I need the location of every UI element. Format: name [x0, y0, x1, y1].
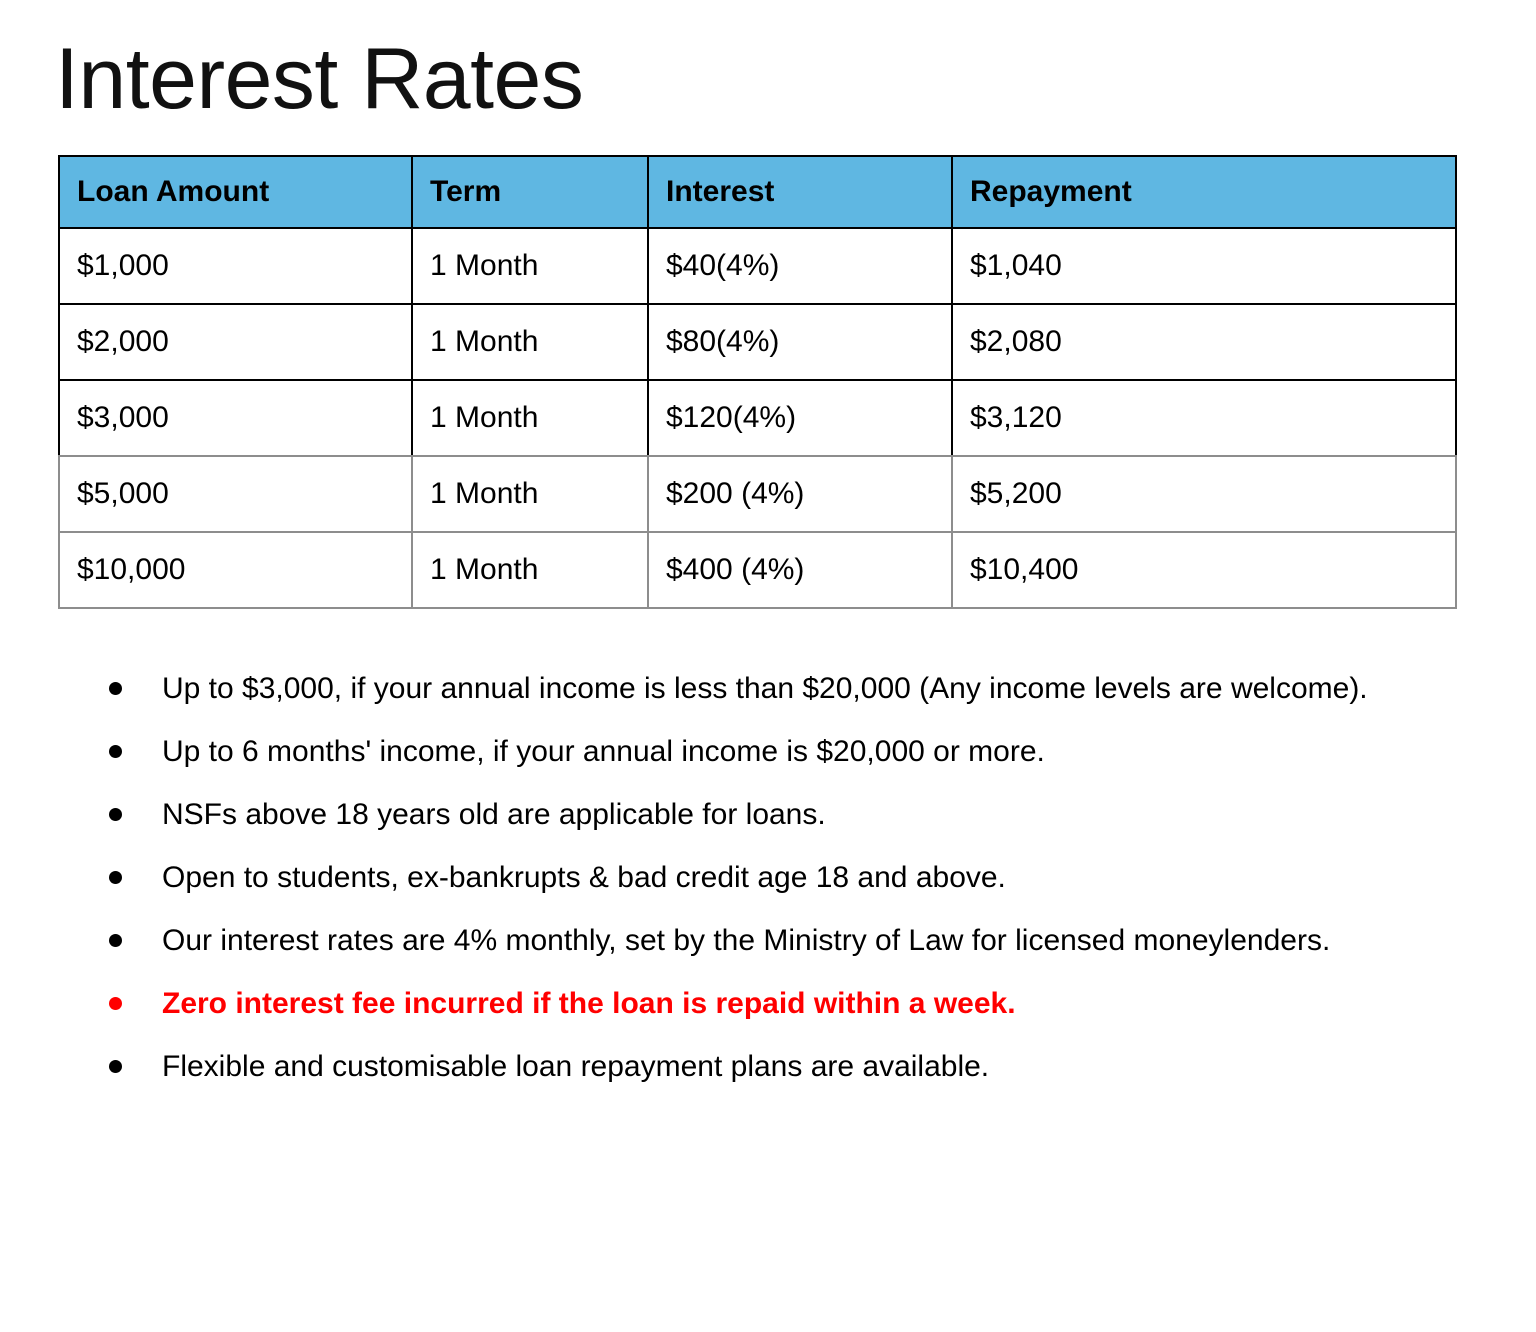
cell-term: 1 Month [411, 455, 649, 533]
cell-loan-amount: $1,000 [58, 227, 413, 305]
bullet-dot-icon [109, 745, 122, 758]
cell-interest: $120(4%) [647, 379, 953, 457]
cell-loan-amount: $2,000 [58, 303, 413, 381]
list-item: Up to $3,000, if your annual income is l… [104, 657, 1472, 720]
cell-loan-amount: $5,000 [58, 455, 413, 533]
table-row: $3,000 1 Month $120(4%) $3,120 [58, 379, 1457, 457]
bullet-dot-icon [109, 997, 122, 1010]
bullet-dot-icon [109, 934, 122, 947]
interest-rates-table: Loan Amount Term Interest Repayment $1,0… [58, 155, 1457, 609]
table-row: $2,000 1 Month $80(4%) $2,080 [58, 303, 1457, 381]
list-item-text: Zero interest fee incurred if the loan i… [162, 987, 1016, 1020]
cell-interest: $200 (4%) [647, 455, 953, 533]
column-header-repayment: Repayment [951, 155, 1457, 229]
list-item-zero-interest-highlight: Zero interest fee incurred if the loan i… [104, 972, 1472, 1035]
list-item-text: Our interest rates are 4% monthly, set b… [162, 924, 1331, 957]
cell-term: 1 Month [411, 379, 649, 457]
table-row: $10,000 1 Month $400 (4%) $10,400 [58, 531, 1457, 609]
list-item: Flexible and customisable loan repayment… [104, 1035, 1472, 1098]
cell-repayment: $2,080 [951, 303, 1457, 381]
table-row: $5,000 1 Month $200 (4%) $5,200 [58, 455, 1457, 533]
page-title: Interest Rates [55, 31, 584, 127]
cell-term: 1 Month [411, 303, 649, 381]
list-item-text: Flexible and customisable loan repayment… [162, 1050, 990, 1083]
cell-interest: $40(4%) [647, 227, 953, 305]
bullet-dot-icon [109, 1060, 122, 1073]
cell-interest: $400 (4%) [647, 531, 953, 609]
list-item: Open to students, ex-bankrupts & bad cre… [104, 846, 1472, 909]
bullet-dot-icon [109, 808, 122, 821]
bullet-dot-icon [109, 682, 122, 695]
cell-repayment: $1,040 [951, 227, 1457, 305]
cell-loan-amount: $10,000 [58, 531, 413, 609]
cell-interest: $80(4%) [647, 303, 953, 381]
column-header-loan-amount: Loan Amount [58, 155, 413, 229]
list-item: Our interest rates are 4% monthly, set b… [104, 909, 1472, 972]
table-row: $1,000 1 Month $40(4%) $1,040 [58, 227, 1457, 305]
bullet-dot-icon [109, 871, 122, 884]
cell-term: 1 Month [411, 531, 649, 609]
list-item-text: NSFs above 18 years old are applicable f… [162, 798, 826, 831]
list-item-text: Open to students, ex-bankrupts & bad cre… [162, 861, 1006, 894]
cell-term: 1 Month [411, 227, 649, 305]
cell-loan-amount: $3,000 [58, 379, 413, 457]
cell-repayment: $5,200 [951, 455, 1457, 533]
column-header-term: Term [411, 155, 649, 229]
list-item: NSFs above 18 years old are applicable f… [104, 783, 1472, 846]
loan-conditions-list: Up to $3,000, if your annual income is l… [104, 657, 1472, 1098]
list-item-text: Up to $3,000, if your annual income is l… [162, 672, 1368, 705]
cell-repayment: $3,120 [951, 379, 1457, 457]
column-header-interest: Interest [647, 155, 953, 229]
cell-repayment: $10,400 [951, 531, 1457, 609]
list-item-text: Up to 6 months' income, if your annual i… [162, 735, 1045, 768]
table-header-row: Loan Amount Term Interest Repayment [58, 155, 1457, 229]
list-item: Up to 6 months' income, if your annual i… [104, 720, 1472, 783]
